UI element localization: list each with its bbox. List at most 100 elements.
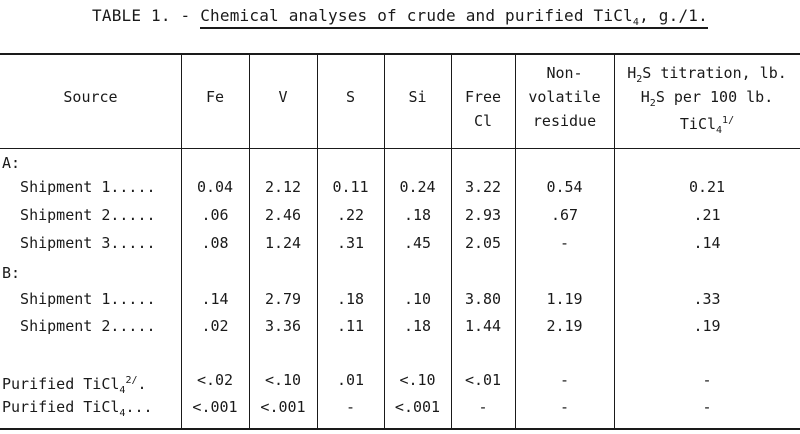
row-source: Purified TiCl42/. [2, 369, 147, 402]
top-rule [0, 53, 800, 55]
row-source: Shipment 2..... [2, 206, 156, 224]
cell-fe: .08 [201, 234, 229, 252]
cell-res: - [559, 398, 570, 416]
row-source: Shipment 3..... [2, 234, 156, 252]
title-underlined: Chemical analyses of crude and purified … [200, 6, 708, 29]
cell-cl: <.01 [464, 371, 502, 389]
cell-s: 0.11 [332, 178, 369, 196]
header-free-cl-line2: Cl [473, 112, 493, 130]
h2s-text: S titration, lb. [642, 64, 787, 82]
source-subscript: 4 [119, 408, 126, 419]
header-fe: Fe [205, 88, 225, 106]
title-prefix: TABLE 1. - [92, 6, 201, 25]
table-title: TABLE 1. - Chemical analyses of crude an… [0, 6, 800, 29]
cell-s: .18 [336, 290, 365, 308]
cell-s: - [345, 398, 356, 416]
column-divider [614, 54, 615, 428]
cell-res: .67 [550, 206, 579, 224]
h2s-sub: 2 [636, 74, 643, 85]
cell-res: - [559, 371, 570, 389]
cell-h2s: .33 [693, 290, 721, 308]
cell-si: .18 [403, 206, 432, 224]
cell-h2s: .19 [693, 317, 721, 335]
source-text: Purified TiCl [2, 375, 120, 393]
h2s-sub: 4 [716, 125, 723, 136]
cell-v: 1.24 [264, 234, 302, 252]
cell-s: .01 [336, 371, 365, 389]
cell-cl: 1.44 [464, 317, 502, 335]
header-rule [0, 148, 800, 149]
cell-h2s: .21 [693, 206, 721, 224]
column-divider [317, 54, 318, 428]
h2s-text: S per 100 lb. [655, 88, 774, 106]
cell-h2s: .14 [693, 234, 721, 252]
title-main: Chemical analyses of crude and purified … [200, 6, 633, 25]
source-leader: ... [125, 398, 153, 416]
row-source: Shipment 1..... [2, 290, 156, 308]
cell-v: <.001 [260, 398, 306, 416]
h2s-h: H [627, 64, 637, 82]
cell-v: <.10 [264, 371, 302, 389]
title-subscript: 4 [632, 17, 640, 29]
cell-cl: 3.80 [464, 290, 502, 308]
column-divider [451, 54, 452, 428]
header-nonvolatile-line3: residue [532, 112, 597, 130]
row-source: Purified TiCl4... [2, 396, 153, 425]
header-h2s-line1: H2S titration, lb. [614, 62, 800, 91]
cell-h2s: - [702, 371, 712, 389]
source-text: Purified TiCl [2, 398, 120, 416]
cell-fe: .14 [201, 290, 229, 308]
row-source: Shipment 2..... [2, 317, 156, 335]
group-label-a: A: [2, 154, 21, 172]
cell-res: 1.19 [546, 290, 583, 308]
cell-v: 3.36 [264, 317, 302, 335]
footnote-mark: 1/ [722, 115, 735, 126]
cell-si: .18 [403, 317, 432, 335]
cell-v: 2.12 [264, 178, 302, 196]
cell-v: 2.79 [264, 290, 302, 308]
cell-fe: 0.04 [196, 178, 234, 196]
cell-cl: 3.22 [464, 178, 502, 196]
cell-fe: .02 [201, 317, 229, 335]
column-divider [384, 54, 385, 428]
source-leader: . [137, 375, 147, 393]
bottom-rule [0, 428, 800, 430]
row-source: Shipment 1..... [2, 178, 156, 196]
h2s-h: H [640, 88, 650, 106]
cell-res: 0.54 [546, 178, 583, 196]
header-free-cl-line1: Free [464, 88, 502, 106]
cell-res: 2.19 [546, 317, 583, 335]
cell-cl: 2.05 [464, 234, 502, 252]
cell-cl: - [478, 398, 488, 416]
column-divider [515, 54, 516, 428]
cell-si: 0.24 [399, 178, 436, 196]
cell-h2s: 0.21 [688, 178, 726, 196]
header-s: S [345, 88, 356, 106]
header-h2s-line2: H2S per 100 lb. [614, 86, 800, 115]
cell-si: .45 [403, 234, 432, 252]
header-h2s-line3: TiCl41/ [614, 110, 800, 142]
column-divider [249, 54, 250, 428]
footnote-mark: 2/ [125, 375, 138, 386]
cell-v: 2.46 [264, 206, 302, 224]
cell-fe: <.001 [192, 398, 238, 416]
cell-s: .22 [336, 206, 365, 224]
cell-res: - [559, 234, 570, 252]
header-nonvolatile-line1: Non- [546, 64, 583, 82]
cell-s: .31 [336, 234, 365, 252]
cell-si: <.001 [394, 398, 441, 416]
title-suffix: , g./1. [639, 6, 708, 25]
header-nonvolatile-line2: volatile [528, 88, 601, 106]
cell-h2s: - [702, 398, 712, 416]
header-v: V [278, 88, 288, 106]
cell-cl: 2.93 [464, 206, 502, 224]
cell-fe: <.02 [196, 371, 234, 389]
cell-si: .10 [403, 290, 432, 308]
h2s-sub: 2 [649, 98, 656, 109]
column-divider [181, 54, 182, 428]
source-subscript: 4 [119, 385, 126, 396]
group-label-b: B: [2, 264, 21, 282]
header-si: Si [408, 88, 427, 106]
cell-si: <.10 [399, 371, 436, 389]
cell-fe: .06 [201, 206, 229, 224]
